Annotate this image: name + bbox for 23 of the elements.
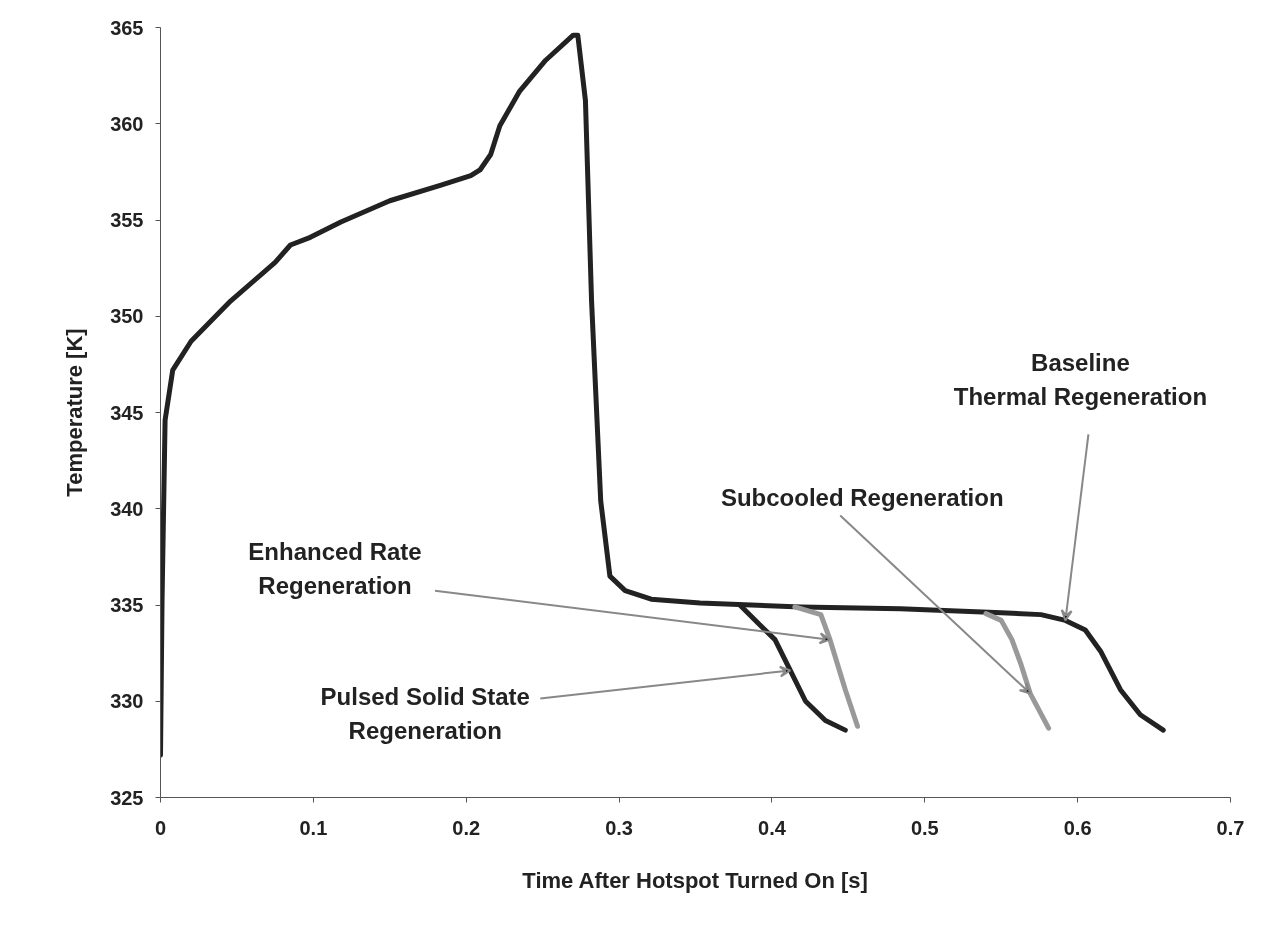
x-tick-label: 0.3 xyxy=(605,816,633,839)
x-tick-label: 0.7 xyxy=(1216,816,1245,839)
x-tick-label: 0.4 xyxy=(758,816,787,839)
annotation: Baseline Thermal Regeneration xyxy=(953,349,1208,410)
x-tick-label: 0 xyxy=(154,816,167,839)
x-tick-label: 0.6 xyxy=(1063,816,1092,839)
y-axis-title: Temperature [K] xyxy=(62,328,88,497)
y-tick-label: 345 xyxy=(110,401,144,424)
x-tick-label: 0.5 xyxy=(910,816,939,839)
annotation: Subcooled Regeneration xyxy=(720,484,1004,512)
x-axis-title: Time After Hotspot Turned On [s] xyxy=(522,867,868,893)
y-tick-label: 355 xyxy=(110,209,144,231)
x-tick-label: 0.2 xyxy=(452,816,481,839)
annotation: Enhanced Rate Regeneration xyxy=(248,538,422,600)
y-tick-label: 350 xyxy=(110,305,144,328)
y-tick-label: 360 xyxy=(110,112,144,135)
y-tick-label: 365 xyxy=(110,16,144,39)
x-tick-label: 0.1 xyxy=(299,816,328,839)
annotation: Pulsed Solid State Regeneration xyxy=(320,683,530,744)
y-tick-label: 340 xyxy=(110,497,144,520)
y-tick-label: 330 xyxy=(110,690,144,713)
y-tick-label: 325 xyxy=(110,786,144,809)
y-tick-label: 335 xyxy=(110,594,144,616)
